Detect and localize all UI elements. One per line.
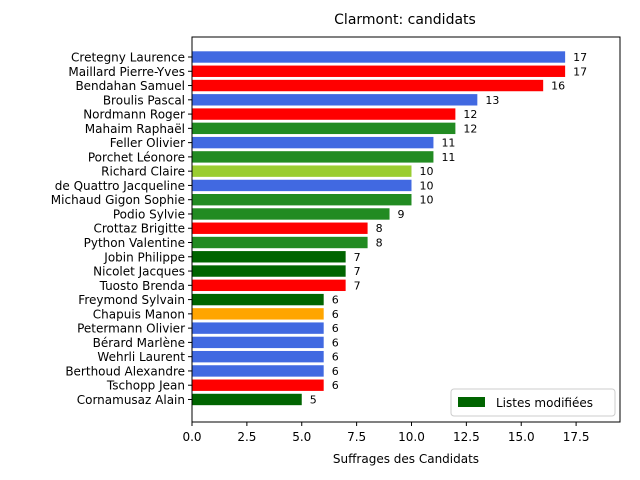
value-label: 7 bbox=[354, 265, 361, 278]
bar bbox=[192, 136, 434, 149]
bar bbox=[192, 194, 412, 206]
bar bbox=[192, 108, 456, 120]
value-label: 6 bbox=[332, 294, 339, 307]
bar bbox=[192, 293, 324, 306]
y-tick-label: Richard Claire bbox=[101, 165, 185, 179]
bar bbox=[192, 308, 324, 320]
bar bbox=[192, 94, 478, 106]
x-tick-label: 5.0 bbox=[292, 430, 311, 444]
x-tick-label: 7.5 bbox=[347, 430, 366, 444]
value-label: 17 bbox=[573, 51, 587, 64]
bar bbox=[192, 165, 412, 177]
value-label: 12 bbox=[463, 122, 477, 135]
legend-label: Listes modifiées bbox=[496, 396, 593, 410]
y-tick-label: Freymond Sylvain bbox=[78, 293, 185, 307]
bar bbox=[192, 222, 368, 234]
value-label: 5 bbox=[310, 393, 317, 406]
value-label: 6 bbox=[332, 308, 339, 321]
value-label: 7 bbox=[354, 279, 361, 292]
y-tick-label: Nordmann Roger bbox=[83, 108, 185, 122]
bar bbox=[192, 122, 456, 135]
value-label: 6 bbox=[332, 322, 339, 335]
y-tick-label: Bérard Marlène bbox=[93, 336, 185, 350]
legend-swatch bbox=[458, 397, 485, 407]
bar bbox=[192, 393, 302, 406]
chart-title: Clarmont: candidats bbox=[334, 12, 476, 28]
x-tick-label: 2.5 bbox=[237, 430, 256, 444]
y-tick-label: Cretegny Laurence bbox=[71, 51, 185, 65]
y-tick-label: Jobin Philippe bbox=[103, 250, 185, 264]
value-label: 16 bbox=[551, 80, 565, 93]
y-tick-label: Cornamusaz Alain bbox=[77, 393, 185, 407]
value-label: 10 bbox=[419, 179, 433, 192]
value-label: 11 bbox=[441, 151, 455, 164]
value-label: 6 bbox=[332, 365, 339, 378]
bar bbox=[192, 322, 324, 334]
x-tick-label: 12.5 bbox=[453, 430, 480, 444]
bar bbox=[192, 151, 434, 163]
bar bbox=[192, 379, 324, 391]
y-tick-label: Porchet Léonore bbox=[88, 150, 185, 164]
legend-box bbox=[450, 388, 616, 417]
y-tick-label: Nicolet Jacques bbox=[93, 265, 185, 279]
value-label: 8 bbox=[376, 222, 383, 235]
y-tick-label: Broulis Pascal bbox=[103, 93, 185, 107]
y-tick-label: Maillard Pierre-Yves bbox=[68, 65, 185, 79]
y-tick-label: Podio Sylvie bbox=[113, 207, 185, 221]
value-label: 6 bbox=[332, 379, 339, 392]
y-tick-label: Mahaim Raphaël bbox=[85, 122, 185, 136]
value-label: 8 bbox=[376, 237, 383, 250]
y-tick-label: de Quattro Jacqueline bbox=[55, 179, 185, 193]
value-label: 10 bbox=[419, 194, 433, 207]
bar bbox=[192, 208, 390, 220]
y-tick-label: Feller Olivier bbox=[110, 136, 185, 150]
bar bbox=[192, 350, 324, 363]
bar bbox=[192, 236, 368, 249]
plot-frame bbox=[191, 36, 621, 423]
bar bbox=[192, 65, 566, 77]
bar bbox=[192, 265, 346, 277]
value-label: 7 bbox=[354, 251, 361, 264]
value-label: 9 bbox=[398, 208, 405, 221]
x-axis: 0.0 2.5 5.0 7.5 10.0 12.5 15.0 17.5 bbox=[182, 422, 589, 444]
legend: Listes modifiées bbox=[450, 388, 616, 417]
x-tick-label: 15.0 bbox=[508, 430, 535, 444]
value-label: 13 bbox=[485, 94, 499, 107]
bar bbox=[192, 365, 324, 377]
value-label: 11 bbox=[441, 137, 455, 150]
bar bbox=[192, 279, 346, 292]
x-tick-label: 10.0 bbox=[398, 430, 425, 444]
value-label: 17 bbox=[573, 65, 587, 78]
bar bbox=[192, 179, 412, 192]
y-tick-label: Michaud Gigon Sophie bbox=[51, 193, 185, 207]
bar bbox=[192, 251, 346, 263]
y-tick-label: Wehrli Laurent bbox=[97, 350, 185, 364]
y-tick-label: Python Valentine bbox=[84, 236, 185, 250]
value-label: 6 bbox=[332, 351, 339, 364]
bar bbox=[192, 336, 324, 349]
x-axis-label: Suffrages des Candidats bbox=[333, 452, 479, 466]
x-tick-label: 17.5 bbox=[563, 430, 590, 444]
value-label: 10 bbox=[419, 165, 433, 178]
value-label: 12 bbox=[463, 108, 477, 121]
y-tick-label: Petermann Olivier bbox=[77, 322, 185, 336]
y-tick-label: Tuosto Brenda bbox=[99, 279, 185, 293]
y-tick-label: Tschopp Jean bbox=[106, 379, 185, 393]
x-tick-label: 0.0 bbox=[182, 430, 201, 444]
y-tick-label: Berthoud Alexandre bbox=[65, 364, 185, 378]
bar bbox=[192, 51, 566, 63]
y-tick-label: Crottaz Brigitte bbox=[93, 222, 185, 236]
y-tick-label: Bendahan Samuel bbox=[75, 79, 185, 93]
y-tick-label: Chapuis Manon bbox=[93, 307, 185, 321]
value-label: 6 bbox=[332, 336, 339, 349]
bar bbox=[192, 79, 544, 92]
